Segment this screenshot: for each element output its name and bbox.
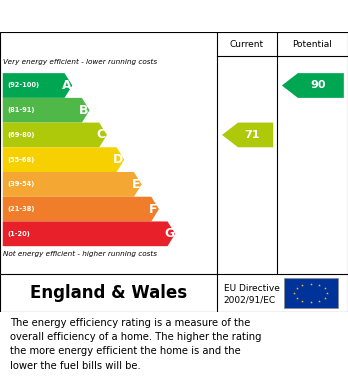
Text: (81-91): (81-91) [7, 107, 34, 113]
Text: Potential: Potential [292, 39, 332, 48]
Polygon shape [3, 221, 175, 246]
Text: (1-20): (1-20) [7, 231, 30, 237]
Text: E: E [132, 178, 140, 191]
Bar [284, 278, 338, 308]
Text: EU Directive: EU Directive [224, 284, 280, 293]
Text: 71: 71 [245, 130, 260, 140]
Text: C: C [96, 128, 105, 142]
Text: The energy efficiency rating is a measure of the
overall efficiency of a home. T: The energy efficiency rating is a measur… [10, 317, 262, 371]
Text: F: F [149, 203, 157, 215]
Text: (69-80): (69-80) [7, 132, 34, 138]
Text: 2002/91/EC: 2002/91/EC [224, 295, 276, 304]
Text: Not energy efficient - higher running costs: Not energy efficient - higher running co… [3, 251, 158, 257]
Text: G: G [164, 227, 174, 240]
Polygon shape [3, 73, 72, 98]
Text: England & Wales: England & Wales [30, 284, 187, 302]
Polygon shape [3, 172, 142, 197]
Text: B: B [79, 104, 88, 117]
Text: 90: 90 [310, 81, 325, 90]
Text: Energy Efficiency Rating: Energy Efficiency Rating [10, 9, 221, 23]
Text: Current: Current [230, 39, 264, 48]
Text: (21-38): (21-38) [7, 206, 34, 212]
Text: Very energy efficient - lower running costs: Very energy efficient - lower running co… [3, 59, 158, 65]
Polygon shape [3, 122, 107, 147]
Polygon shape [3, 98, 89, 122]
Text: D: D [113, 153, 124, 166]
Polygon shape [222, 122, 273, 147]
Text: (55-68): (55-68) [7, 157, 34, 163]
Text: A: A [62, 79, 71, 92]
Polygon shape [3, 197, 159, 221]
Text: (39-54): (39-54) [7, 181, 34, 187]
Polygon shape [282, 73, 344, 98]
Text: (92-100): (92-100) [7, 83, 39, 88]
Polygon shape [3, 147, 124, 172]
